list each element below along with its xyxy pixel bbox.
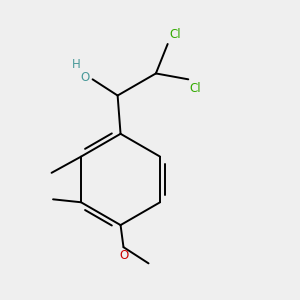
Text: Cl: Cl	[190, 82, 201, 95]
Text: Cl: Cl	[169, 28, 181, 41]
Text: O: O	[80, 71, 90, 84]
Text: H: H	[72, 58, 81, 71]
Text: O: O	[119, 249, 128, 262]
